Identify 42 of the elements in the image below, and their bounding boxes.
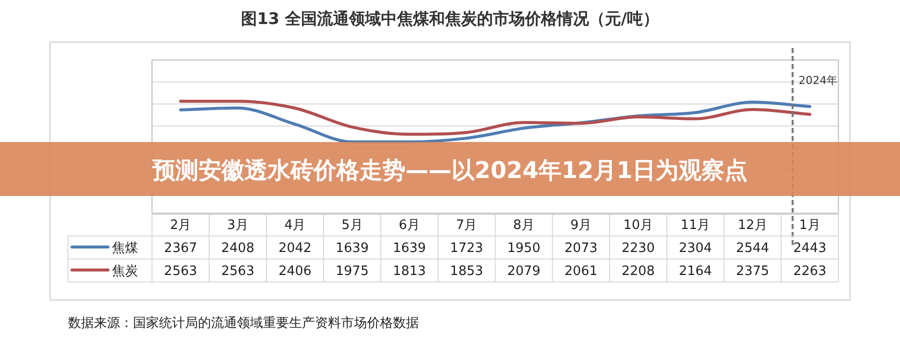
data-label: 2208 — [622, 264, 655, 279]
x-tick-label: 5月 — [342, 218, 363, 233]
x-tick-label: 7月 — [456, 218, 478, 233]
x-tick-label: 3月 — [227, 218, 248, 233]
x-tick-label: 6月 — [398, 218, 420, 233]
data-label: 2079 — [507, 264, 540, 279]
data-label: 1639 — [392, 241, 426, 256]
data-label: 2544 — [736, 241, 770, 256]
x-tick-label: 8月 — [513, 218, 534, 233]
data-label: 1813 — [392, 264, 426, 279]
source-note: 数据来源：国家统计局的流通领域重要生产资料市场价格数据 — [68, 315, 419, 331]
x-tick-label: 9月 — [570, 218, 592, 233]
data-label: 2563 — [164, 264, 198, 279]
x-tick-label: 1月 — [799, 218, 820, 233]
x-tick-label: 2月 — [170, 218, 192, 233]
x-tick-label: 12月 — [738, 218, 768, 233]
data-label: 2408 — [221, 241, 254, 256]
legend-label: 焦煤 — [112, 241, 138, 256]
data-label: 2263 — [793, 264, 826, 279]
data-label: 2406 — [278, 264, 312, 279]
data-label: 1975 — [336, 264, 369, 279]
data-label: 2164 — [678, 264, 712, 279]
data-label: 2443 — [793, 241, 826, 256]
x-tick-label: 4月 — [284, 218, 306, 233]
data-label: 2367 — [164, 241, 198, 256]
data-label: 2061 — [564, 264, 598, 279]
data-label: 2230 — [622, 241, 655, 256]
legend-label: 焦炭 — [112, 264, 138, 279]
data-label: 2304 — [678, 241, 712, 256]
x-tick-label: 10月 — [623, 218, 653, 233]
chart-title: 图13 全国流通领域中焦煤和焦炭的市场价格情况（元/吨） — [241, 9, 659, 28]
annotation: 预测安徽透水砖价格走势——以2024年12月1日为观察点 — [151, 157, 748, 184]
data-label: 2073 — [564, 241, 598, 256]
data-label: 2042 — [278, 241, 312, 256]
data-label: 1950 — [507, 241, 540, 256]
data-label: 2375 — [736, 264, 770, 279]
ref-line-label: 2024年 — [798, 74, 838, 87]
x-tick-label: 11月 — [680, 218, 710, 233]
data-label: 1853 — [450, 264, 484, 279]
data-label: 1639 — [336, 241, 369, 256]
data-label: 1723 — [450, 241, 484, 256]
data-label: 2563 — [221, 264, 254, 279]
